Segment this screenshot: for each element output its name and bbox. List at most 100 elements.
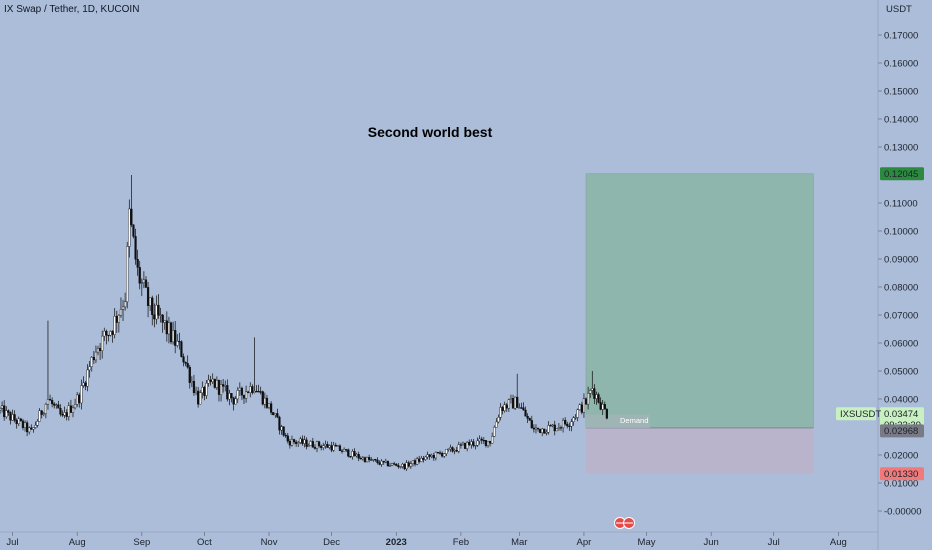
candle-body[interactable] <box>591 388 594 391</box>
candle-body[interactable] <box>28 427 31 433</box>
candle-body[interactable] <box>232 397 235 405</box>
candle-body[interactable] <box>374 459 377 461</box>
candle-body[interactable] <box>157 304 160 316</box>
candle-body[interactable] <box>238 387 241 391</box>
candle-body[interactable] <box>46 399 50 405</box>
candle-body[interactable] <box>511 398 515 409</box>
candle-body[interactable] <box>522 407 525 411</box>
candle-body[interactable] <box>130 208 133 226</box>
candle-body[interactable] <box>428 454 431 457</box>
target-zone[interactable] <box>585 173 814 429</box>
candle-body[interactable] <box>126 246 129 302</box>
candle-body[interactable] <box>553 424 556 432</box>
candle-body[interactable] <box>92 357 95 361</box>
candle-body[interactable] <box>595 394 598 399</box>
candle-body[interactable] <box>219 384 223 395</box>
candle-body[interactable] <box>561 420 565 428</box>
candle-body[interactable] <box>305 439 308 447</box>
candle-body[interactable] <box>0 405 4 409</box>
candle-body[interactable] <box>597 394 600 403</box>
candle-body[interactable] <box>124 301 127 308</box>
candle-body[interactable] <box>55 404 58 406</box>
candle-body[interactable] <box>317 441 321 447</box>
candle-body[interactable] <box>144 279 148 288</box>
candle-body[interactable] <box>505 404 508 409</box>
candle-body[interactable] <box>543 428 546 434</box>
candle-body[interactable] <box>486 441 490 446</box>
candle-body[interactable] <box>211 378 214 382</box>
candles[interactable] <box>0 175 608 471</box>
candle-body[interactable] <box>224 385 227 387</box>
candle-body[interactable] <box>63 412 66 416</box>
candle-body[interactable] <box>19 418 22 422</box>
candle-body[interactable] <box>488 441 492 444</box>
candle-body[interactable] <box>128 208 131 247</box>
candle-body[interactable] <box>589 390 592 394</box>
candle-body[interactable] <box>5 410 8 418</box>
candle-body[interactable] <box>445 449 448 454</box>
candle-body[interactable] <box>493 427 496 437</box>
candle-body[interactable] <box>534 427 538 430</box>
candle-body[interactable] <box>222 384 225 387</box>
candle-body[interactable] <box>447 448 450 450</box>
candle-body[interactable] <box>376 459 379 463</box>
candle-body[interactable] <box>570 421 573 427</box>
candle-body[interactable] <box>603 403 606 410</box>
candle-body[interactable] <box>217 380 221 395</box>
candle-body[interactable] <box>353 451 356 457</box>
candle-body[interactable] <box>136 258 139 268</box>
candle-body[interactable] <box>132 224 135 237</box>
candle-body[interactable] <box>336 445 339 447</box>
candle-body[interactable] <box>247 391 250 393</box>
candle-body[interactable] <box>407 462 410 467</box>
candle-body[interactable] <box>349 456 352 458</box>
candle-body[interactable] <box>203 387 206 396</box>
candle-body[interactable] <box>36 421 39 426</box>
candle-body[interactable] <box>84 382 87 387</box>
candle-body[interactable] <box>94 351 98 361</box>
candle-body[interactable] <box>541 428 544 433</box>
candle-body[interactable] <box>528 418 531 421</box>
candle-body[interactable] <box>514 396 517 409</box>
candle-body[interactable] <box>526 415 529 419</box>
candle-body[interactable] <box>171 330 175 343</box>
candle-body[interactable] <box>292 439 296 443</box>
candle-body[interactable] <box>86 369 89 387</box>
event-markers[interactable] <box>614 517 635 529</box>
candle-body[interactable] <box>249 386 252 393</box>
candle-body[interactable] <box>297 442 300 444</box>
candle-body[interactable] <box>457 444 460 452</box>
demand-zone[interactable] <box>586 414 651 428</box>
candle-body[interactable] <box>303 439 306 444</box>
candle-body[interactable] <box>480 438 483 441</box>
candle-body[interactable] <box>482 440 485 442</box>
candle-body[interactable] <box>330 445 333 451</box>
candle-body[interactable] <box>340 450 344 452</box>
candle-body[interactable] <box>7 410 10 413</box>
candle-body[interactable] <box>578 404 581 410</box>
candle-body[interactable] <box>497 417 500 423</box>
candle-body[interactable] <box>401 463 404 467</box>
candle-body[interactable] <box>455 449 458 452</box>
candle-body[interactable] <box>48 399 52 401</box>
candle-body[interactable] <box>416 458 419 465</box>
candle-body[interactable] <box>78 394 81 404</box>
candle-body[interactable] <box>587 393 590 405</box>
candle-body[interactable] <box>466 442 469 449</box>
candle-body[interactable] <box>368 457 371 460</box>
candle-body[interactable] <box>176 340 179 346</box>
candle-body[interactable] <box>605 409 608 419</box>
candle-body[interactable] <box>182 356 185 363</box>
candle-body[interactable] <box>343 449 346 452</box>
candle-body[interactable] <box>372 459 375 461</box>
candle-body[interactable] <box>443 453 446 457</box>
candle-body[interactable] <box>134 236 137 260</box>
candle-body[interactable] <box>215 380 218 388</box>
candle-body[interactable] <box>82 382 85 386</box>
candle-body[interactable] <box>253 390 256 393</box>
candle-body[interactable] <box>397 465 400 467</box>
candle-body[interactable] <box>61 414 64 416</box>
candle-body[interactable] <box>184 361 187 364</box>
candle-body[interactable] <box>240 387 244 396</box>
